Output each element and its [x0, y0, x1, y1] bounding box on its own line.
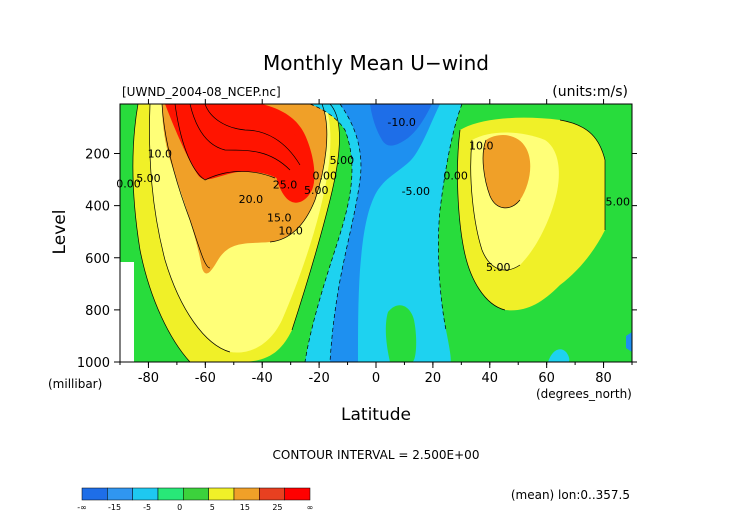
x-tick-label: 60	[538, 371, 555, 386]
y-tick-label: 1000	[77, 356, 110, 371]
footer-note: (mean) lon:0..357.5	[511, 488, 630, 502]
colorbar-swatch	[157, 487, 184, 501]
right-edge-blue	[626, 332, 632, 352]
colorbar-swatch	[208, 487, 235, 501]
missing-data-patch	[120, 262, 134, 362]
y-axis-ticks: 200 400 600 800 1000	[77, 148, 637, 371]
x-axis-units: (degrees_north)	[536, 387, 632, 401]
contour-label: 10.0	[469, 140, 494, 153]
contour-lines	[132, 104, 606, 362]
contour-label: -5.00	[402, 185, 430, 198]
contour-label-layer: 10.05.000.0020.025.015.010.05.000.005.00…	[116, 116, 630, 274]
contour-label: 5.00	[486, 261, 511, 274]
x-tick-label: 20	[425, 371, 442, 386]
contour-label: 10.0	[278, 224, 303, 237]
easterly-blue	[330, 104, 440, 362]
nh-green-patch	[385, 305, 417, 362]
contour-label: 0.00	[116, 177, 141, 190]
colorbar-label: ∞	[307, 503, 314, 512]
easterly-deepblue	[370, 104, 432, 146]
contour-label: -10.0	[387, 116, 415, 129]
contour-label: 15.0	[267, 211, 292, 224]
y-axis-label: Level	[50, 210, 70, 255]
source-label: [UWND_2004-08_NCEP.nc]	[122, 85, 281, 99]
contour-label: 5.00	[330, 154, 355, 167]
colorbar-label: 25	[272, 503, 282, 512]
x-tick-label: 0	[372, 371, 380, 386]
y-tick-label: 800	[85, 304, 110, 319]
colorbar-swatch	[132, 487, 159, 501]
x-tick-label: 80	[595, 371, 612, 386]
units-label: (units:m/s)	[552, 84, 628, 100]
contour-label: 5.00	[136, 172, 161, 185]
y-tick-label: 200	[85, 148, 110, 163]
x-tick-label: 40	[482, 371, 499, 386]
x-tick-label: -80	[138, 371, 159, 386]
x-tick-label: -20	[308, 371, 329, 386]
x-axis-ticks: -80 -60 -40 -20 0 20 40 60 80	[119, 99, 633, 386]
sh-jet-red-core2	[268, 127, 315, 203]
x-tick-label: -60	[195, 371, 216, 386]
contour-plot: 10.05.000.0020.025.015.010.05.000.005.00…	[77, 99, 637, 386]
colorbar-swatch	[233, 487, 260, 501]
colorbar-label: -5	[143, 503, 151, 512]
x-axis-label: Latitude	[341, 405, 411, 425]
colorbar: -∞ -15 -5 0 5 15 25 ∞	[77, 487, 314, 512]
contour-label: 10.0	[148, 147, 173, 160]
y-tick-label: 400	[85, 200, 110, 215]
colorbar-swatch	[183, 487, 209, 501]
contour-label: 25.0	[273, 179, 298, 192]
contour-label: 5.00	[606, 196, 631, 209]
contour-interval: CONTOUR INTERVAL = 2.500E+00	[273, 448, 480, 462]
colorbar-label: -∞	[77, 503, 87, 512]
contour-label: 5.00	[304, 184, 329, 197]
x-tick-label: -40	[252, 371, 273, 386]
nh-jet-orange	[483, 135, 531, 208]
colorbar-label: 15	[240, 503, 250, 512]
colorbar-swatch	[81, 487, 108, 501]
colorbar-label: 5	[210, 503, 215, 512]
contour-label: 20.0	[239, 193, 264, 206]
y-tick-label: 600	[85, 252, 110, 267]
colorbar-swatch	[284, 487, 311, 501]
contour-label: 0.00	[313, 170, 338, 183]
contour-label: 0.00	[443, 170, 468, 183]
colorbar-swatch	[107, 487, 133, 501]
chart-title: Monthly Mean U−wind	[263, 51, 489, 75]
colorbar-label: -15	[108, 503, 121, 512]
nh-cyan-patch	[548, 349, 570, 362]
colorbar-swatch	[259, 487, 285, 501]
colorbar-label: 0	[177, 503, 182, 512]
y-axis-units: (millibar)	[48, 377, 102, 391]
